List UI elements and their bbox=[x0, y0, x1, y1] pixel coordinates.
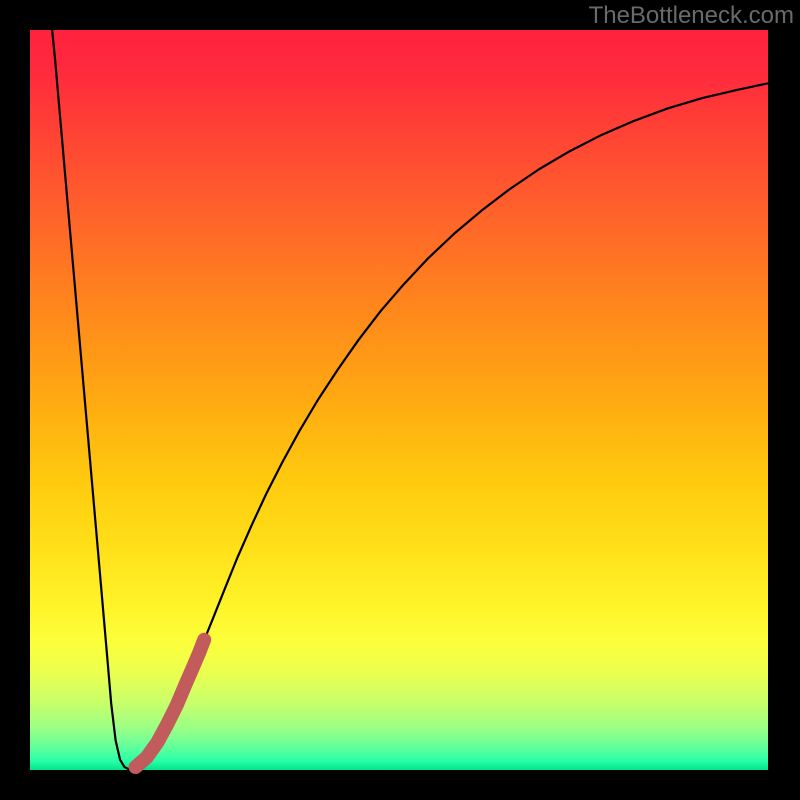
bottleneck-chart bbox=[0, 0, 800, 800]
chart-container: TheBottleneck.com bbox=[0, 0, 800, 800]
watermark-text: TheBottleneck.com bbox=[589, 2, 794, 30]
plot-area bbox=[30, 30, 768, 770]
